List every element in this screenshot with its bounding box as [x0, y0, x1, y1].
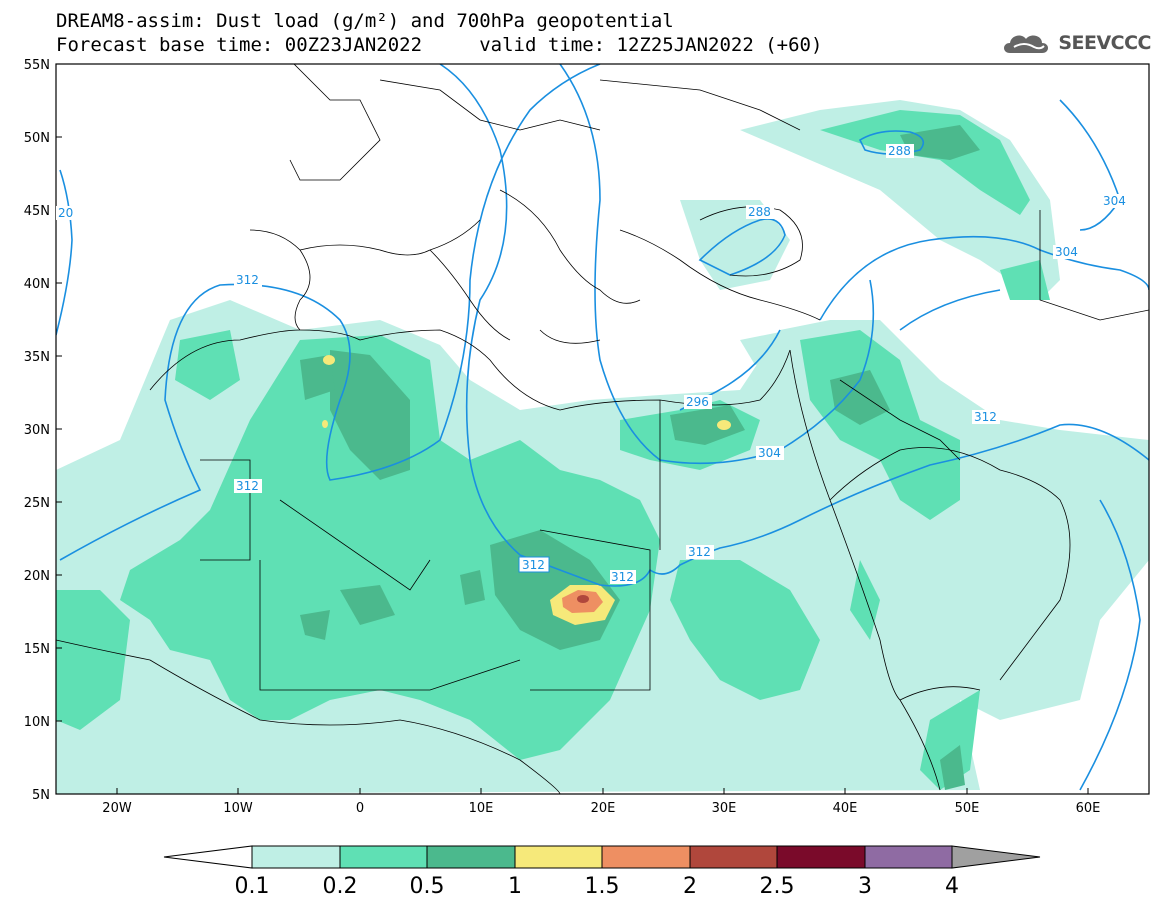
colorbar-label: 4 — [945, 874, 959, 899]
cloud-icon — [1004, 35, 1049, 53]
colorbar-label: 0.2 — [323, 874, 358, 899]
lat-label: 50N — [24, 131, 50, 146]
map-title: DREAM8-assim: Dust load (g/m²) and 700hP… — [56, 10, 674, 32]
colorbar-label: 2.5 — [760, 874, 795, 899]
lat-label: 45N — [24, 204, 50, 219]
colorbar-label: 1.5 — [585, 874, 620, 899]
coastlines-borders — [56, 64, 1149, 794]
lon-label: 20E — [591, 801, 616, 816]
colorbar-label: 2 — [683, 874, 697, 899]
contour-label: 312 — [974, 410, 997, 424]
contour-label: 312 — [688, 545, 711, 559]
longitude-labels: 20W 10W 0 10E 20E 30E 40E 50E 60E — [102, 801, 1100, 816]
logo-text: SEEVCCC — [1058, 32, 1151, 54]
dust-level-0-2 — [56, 110, 1050, 790]
lat-label: 10N — [24, 715, 50, 730]
lat-label: 5N — [32, 788, 50, 803]
colorbar-swatch — [601, 845, 691, 869]
axis-ticks — [56, 63, 1089, 795]
lat-label: 30N — [24, 423, 50, 438]
geopotential-contours — [56, 64, 1149, 791]
lon-label: 30E — [712, 801, 737, 816]
contour-label: 312 — [236, 479, 259, 493]
lat-label: 15N — [24, 642, 50, 657]
colorbar-swatch — [426, 845, 516, 869]
lon-label: 60E — [1076, 801, 1101, 816]
colorbar-label: 0.5 — [410, 874, 445, 899]
contour-label: 20 — [58, 206, 73, 220]
colorbar-label: 3 — [858, 874, 872, 899]
contour-label: 312 — [236, 273, 259, 287]
lat-label: 25N — [24, 496, 50, 511]
contour-label: 304 — [758, 446, 781, 460]
seevccc-logo: SEEVCCC — [1000, 28, 1151, 58]
lat-label: 35N — [24, 350, 50, 365]
colorbar-label: 0.1 — [235, 874, 270, 899]
lon-label: 10W — [223, 801, 253, 816]
latitude-labels: 55N 50N 45N 40N 35N 30N 25N 20N 15N 10N … — [24, 58, 50, 803]
lon-label: 40E — [833, 801, 858, 816]
contour-label: 312 — [522, 558, 545, 572]
contour-label: 312 — [611, 570, 634, 584]
lat-label: 40N — [24, 277, 50, 292]
colorbar-swatch — [339, 845, 428, 869]
contour-label: 296 — [686, 395, 709, 409]
colorbar-labels: 0.1 0.2 0.5 1 1.5 2 2.5 3 4 — [235, 874, 960, 899]
dust-level-2 — [577, 595, 589, 603]
contour-label: 288 — [748, 205, 771, 219]
colorbar-swatch — [689, 845, 778, 869]
colorbar-swatch — [776, 845, 866, 869]
colorbar-low-arrow — [163, 845, 253, 869]
lon-label: 50E — [955, 801, 980, 816]
colorbar-high-arrow — [951, 845, 1041, 869]
lat-label: 55N — [24, 58, 50, 73]
dust-fields — [56, 64, 1149, 794]
colorbar-swatch — [514, 845, 603, 869]
lon-label: 0 — [356, 801, 364, 816]
colorbar-swatch — [864, 845, 953, 869]
contour-label-group: 20 312 312 312 288 288 296 304 304 312 3… — [56, 144, 1129, 584]
lon-label: 20W — [102, 801, 132, 816]
colorbar: 0.1 0.2 0.5 1 1.5 2 2.5 3 4 — [163, 845, 1041, 899]
colorbar-swatch — [251, 845, 341, 869]
lon-label: 10E — [469, 801, 494, 816]
lat-label: 20N — [24, 569, 50, 584]
colorbar-label: 1 — [508, 874, 522, 899]
forecast-time-line: Forecast base time: 00Z23JAN2022 valid t… — [56, 34, 823, 56]
contour-label: 304 — [1055, 245, 1078, 259]
contour-label: 304 — [1103, 194, 1126, 208]
contour-label: 288 — [888, 144, 911, 158]
